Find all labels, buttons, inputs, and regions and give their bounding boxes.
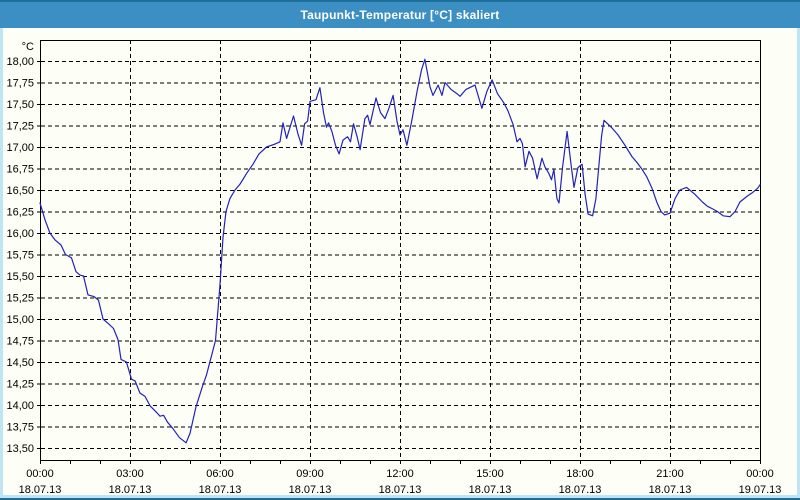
x-tick-date-label: 18.07.13 bbox=[199, 484, 242, 495]
x-tick-date-label: 19.07.13 bbox=[739, 484, 782, 495]
y-tick-label: 17,50 bbox=[6, 99, 34, 111]
y-tick-label: 17,25 bbox=[6, 121, 34, 133]
y-tick-label: 16,75 bbox=[6, 164, 34, 176]
y-tick-label: 15,25 bbox=[6, 293, 34, 305]
x-tick-time-label: 15:00 bbox=[476, 468, 504, 480]
x-tick-time-label: 00:00 bbox=[746, 468, 774, 480]
x-tick-time-label: 21:00 bbox=[656, 468, 684, 480]
x-tick-date-label: 18.07.13 bbox=[559, 484, 602, 495]
y-tick-label: 16,50 bbox=[6, 185, 34, 197]
x-tick-time-label: 03:00 bbox=[116, 468, 144, 480]
x-tick-time-label: 18:00 bbox=[566, 468, 594, 480]
x-tick-date-label: 18.07.13 bbox=[469, 484, 512, 495]
window-title: Taupunkt-Temperatur [°C] skaliert bbox=[300, 8, 500, 22]
x-tick-date-label: 18.07.13 bbox=[289, 484, 332, 495]
x-tick-time-label: 00:00 bbox=[26, 468, 54, 480]
y-tick-label: 16,25 bbox=[6, 207, 34, 219]
y-tick-label: 14,25 bbox=[6, 379, 34, 391]
x-tick-date-label: 18.07.13 bbox=[649, 484, 692, 495]
x-tick-date-label: 18.07.13 bbox=[379, 484, 422, 495]
y-tick-label: 18,00 bbox=[6, 56, 34, 68]
x-tick-time-label: 09:00 bbox=[296, 468, 324, 480]
x-tick-date-label: 18.07.13 bbox=[109, 484, 152, 495]
y-tick-label: 17,00 bbox=[6, 142, 34, 154]
y-tick-label: 15,75 bbox=[6, 250, 34, 262]
x-tick-date-label: 18.07.13 bbox=[19, 484, 62, 495]
y-tick-label: 14,75 bbox=[6, 336, 34, 348]
x-tick-time-label: 06:00 bbox=[206, 468, 234, 480]
y-tick-label: 15,50 bbox=[6, 271, 34, 283]
x-tick-time-label: 12:00 bbox=[386, 468, 414, 480]
y-tick-label: 13,75 bbox=[6, 422, 34, 434]
y-axis-unit: °C bbox=[22, 41, 34, 53]
y-tick-label: 14,50 bbox=[6, 357, 34, 369]
y-tick-label: 17,75 bbox=[6, 78, 34, 90]
dewpoint-series-line bbox=[39, 58, 761, 444]
y-tick-label: 16,00 bbox=[6, 228, 34, 240]
y-tick-label: 14,00 bbox=[6, 400, 34, 412]
y-tick-label: 13,50 bbox=[6, 443, 34, 455]
y-tick-label: 15,00 bbox=[6, 314, 34, 326]
dewpoint-line-chart: 18,00 17,75 17,50 17,25 17,00 16,75 16,50 16,25… bbox=[6, 40, 782, 495]
chart-area: 18,00 17,75 17,50 17,25 17,00 16,75 16,50 16,25… bbox=[3, 28, 797, 495]
title-bar: Taupunkt-Temperatur [°C] skaliert bbox=[0, 2, 800, 28]
